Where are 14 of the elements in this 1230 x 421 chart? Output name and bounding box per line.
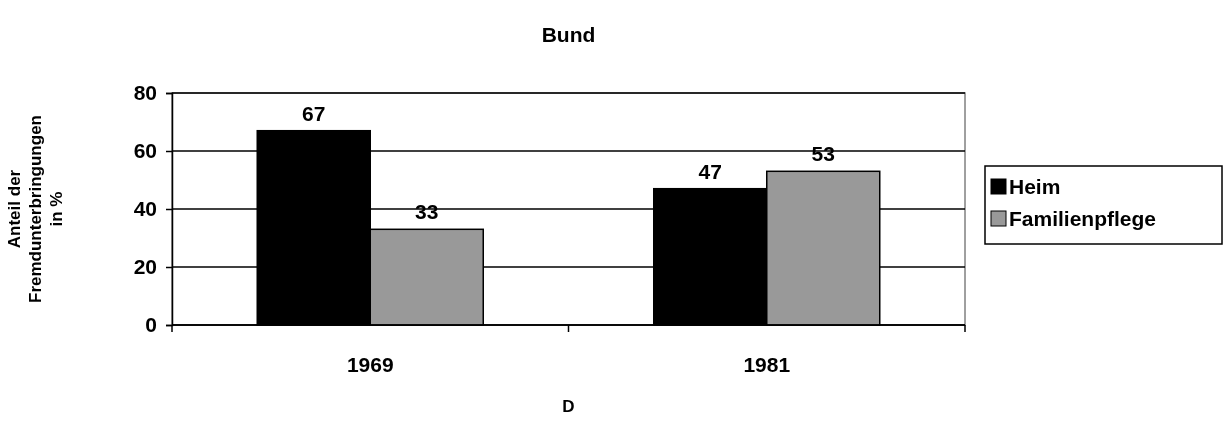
chart-title: Bund: [541, 23, 596, 46]
data-label: 47: [698, 159, 722, 183]
data-label: 67: [302, 101, 326, 125]
legend-label: Heim: [1009, 175, 1061, 198]
legend-label: Familienpflege: [1009, 207, 1157, 230]
y-axis-title: Anteil der Fremdunterbringungen in %: [5, 115, 66, 303]
y-tick-label: 80: [133, 81, 157, 105]
y-tick-label: 20: [133, 255, 157, 279]
x-axis-title: D: [562, 397, 575, 416]
x-tick-label: 1969: [346, 353, 394, 376]
y-tick-label: 0: [145, 313, 157, 337]
y-tick-label: 60: [133, 139, 157, 163]
x-tick-label: 1981: [743, 353, 791, 376]
y-tick-label: 40: [133, 197, 157, 221]
